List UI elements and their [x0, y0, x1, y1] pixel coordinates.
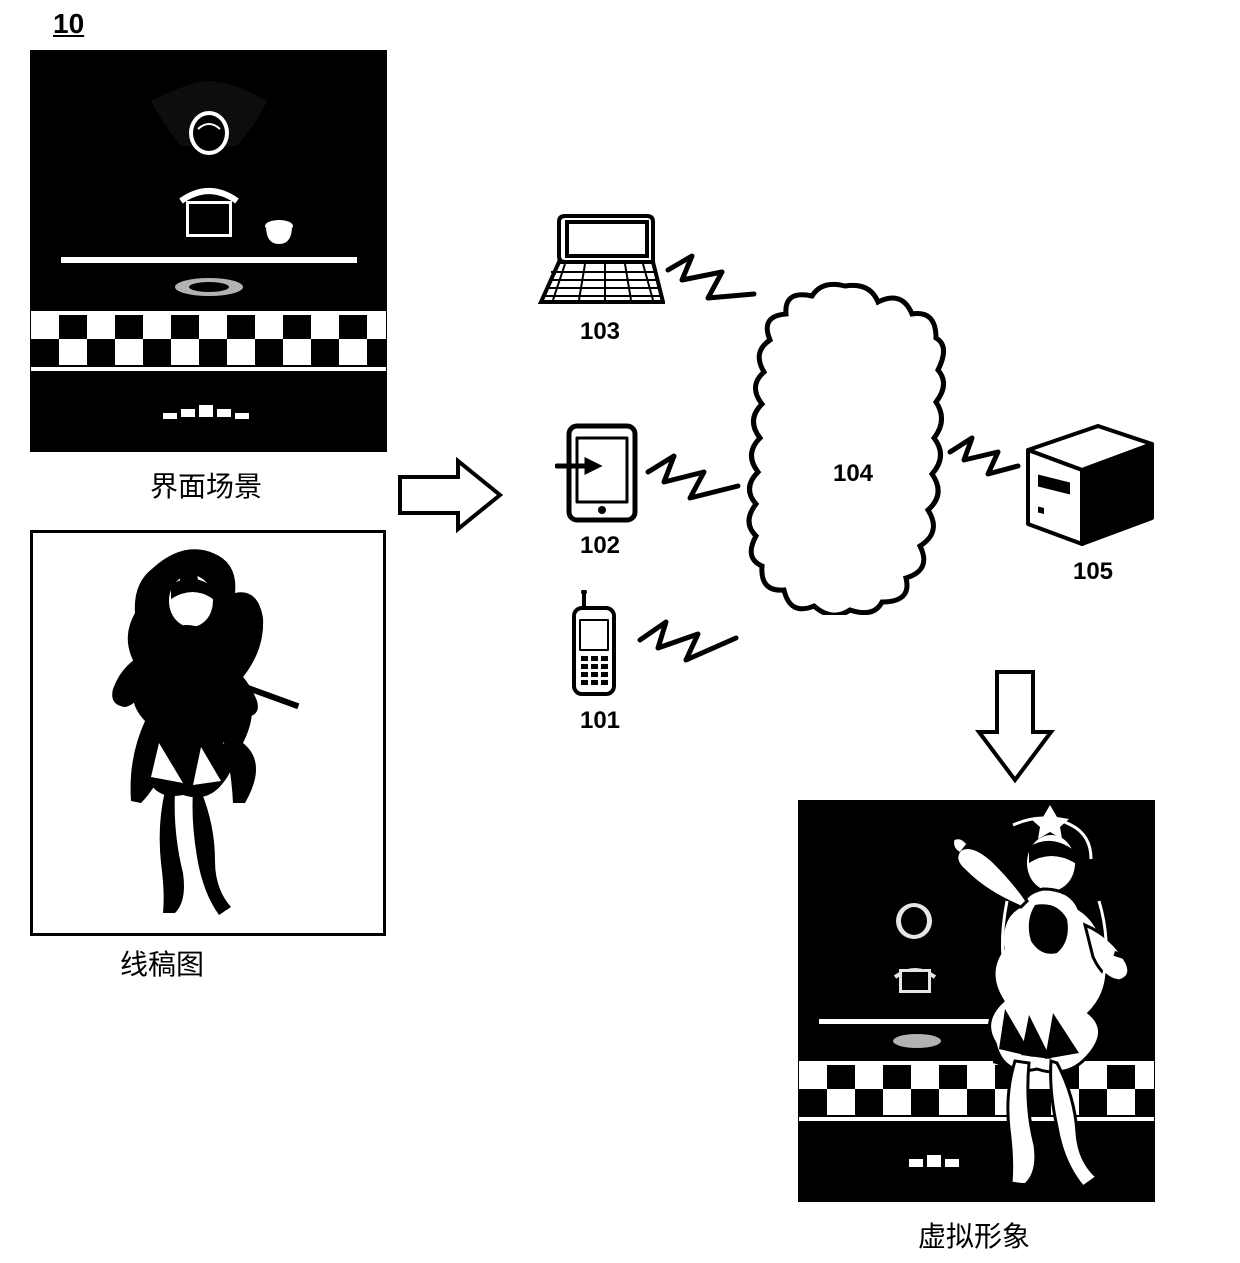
- avatar-illustration: [799, 801, 1154, 1201]
- panel-avatar: [798, 800, 1155, 1202]
- caption-avatar: 虚拟形象: [918, 1215, 1030, 1255]
- block-arrow-down-icon: [975, 668, 1055, 786]
- diagram-canvas: 10: [0, 0, 1240, 1263]
